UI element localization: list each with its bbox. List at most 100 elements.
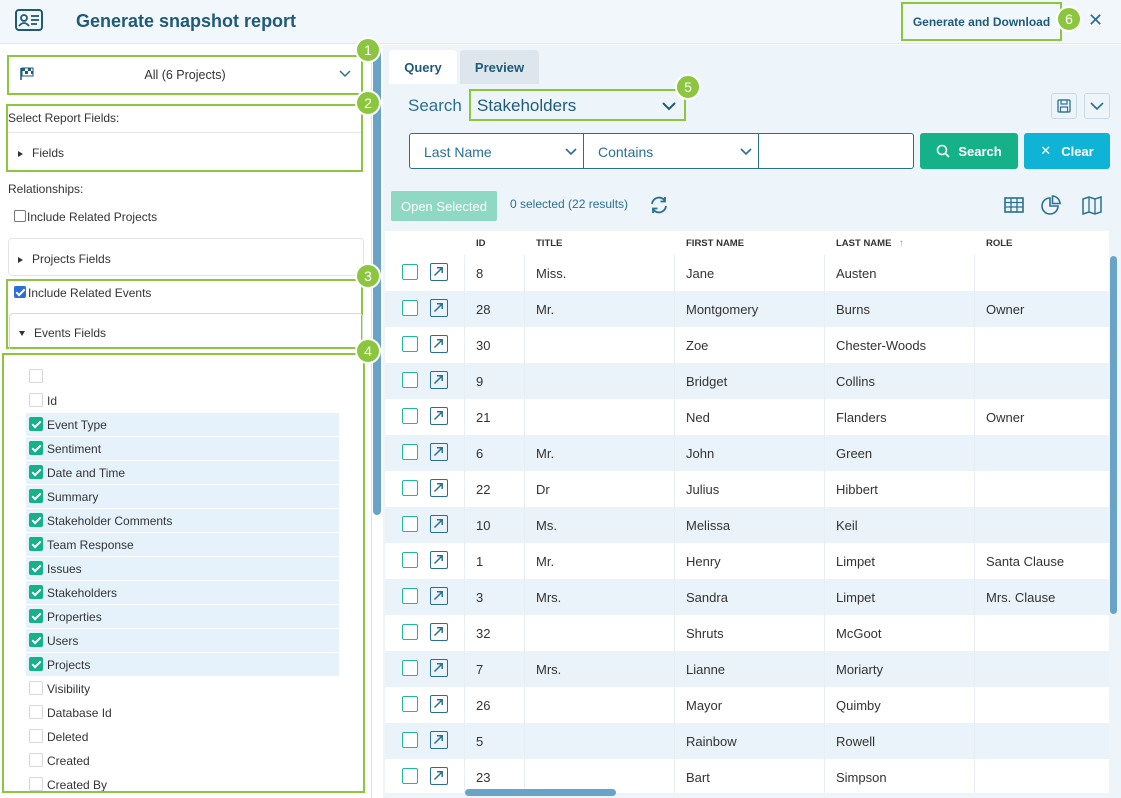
table-horizontal-scrollbar[interactable] <box>465 789 616 796</box>
event-field-item[interactable]: Properties <box>26 605 339 628</box>
event-field-item[interactable]: Deleted <box>26 725 339 748</box>
field-checkbox[interactable] <box>29 705 43 719</box>
field-checkbox[interactable] <box>29 393 43 407</box>
field-checkbox[interactable] <box>29 369 43 383</box>
open-record-icon[interactable] <box>430 407 448 425</box>
field-checkbox[interactable] <box>29 513 43 527</box>
event-field-item[interactable]: Issues <box>26 557 339 580</box>
field-checkbox[interactable] <box>29 465 43 479</box>
row-checkbox[interactable] <box>402 732 418 748</box>
table-row[interactable]: 1 Mr. Henry Limpet Santa Clause <box>385 543 1109 579</box>
column-header-role[interactable]: ROLE <box>986 238 1013 249</box>
field-checkbox[interactable] <box>29 585 43 599</box>
event-field-item[interactable]: Users <box>26 629 339 652</box>
open-record-icon[interactable] <box>430 299 448 317</box>
search-button[interactable]: Search <box>920 133 1018 169</box>
filter-value-input[interactable] <box>758 133 914 169</box>
row-checkbox[interactable] <box>402 480 418 496</box>
fields-accordion[interactable]: Fields <box>18 146 64 160</box>
open-record-icon[interactable] <box>430 695 448 713</box>
event-field-item[interactable]: Team Response <box>26 533 339 556</box>
column-header-title[interactable]: TITLE <box>536 238 563 249</box>
column-header-first-name[interactable]: FIRST NAME <box>686 238 745 249</box>
field-checkbox[interactable] <box>29 537 43 551</box>
event-field-item[interactable]: Database Id <box>26 701 339 724</box>
field-checkbox[interactable] <box>29 753 43 767</box>
event-field-item[interactable]: Projects <box>26 653 339 676</box>
pie-chart-view-icon[interactable] <box>1040 194 1062 216</box>
save-query-button[interactable] <box>1051 93 1077 119</box>
row-checkbox[interactable] <box>402 552 418 568</box>
open-record-icon[interactable] <box>430 659 448 677</box>
event-field-item[interactable]: Event Type <box>26 413 339 436</box>
projects-fields-accordion[interactable]: Projects Fields <box>8 238 364 276</box>
row-checkbox[interactable] <box>402 624 418 640</box>
project-scope-select[interactable]: All (6 Projects) <box>7 55 363 95</box>
table-row[interactable]: 23 Bart Simpson <box>385 759 1109 793</box>
filter-field-select[interactable]: Last Name <box>409 133 584 169</box>
table-row[interactable]: 5 Rainbow Rowell <box>385 723 1109 759</box>
field-checkbox[interactable] <box>29 681 43 695</box>
clear-button[interactable]: ✕ Clear <box>1024 133 1110 169</box>
more-options-button[interactable] <box>1084 93 1110 119</box>
table-row[interactable]: 6 Mr. John Green <box>385 435 1109 471</box>
table-row[interactable]: 3 Mrs. Sandra Limpet Mrs. Clause <box>385 579 1109 615</box>
field-checkbox[interactable] <box>29 417 43 431</box>
table-row[interactable]: 10 Ms. Melissa Keil <box>385 507 1109 543</box>
open-record-icon[interactable] <box>430 443 448 461</box>
event-field-item[interactable]: Visibility <box>26 677 339 700</box>
entity-select[interactable]: Stakeholders <box>469 89 686 121</box>
open-record-icon[interactable] <box>430 587 448 605</box>
row-checkbox[interactable] <box>402 588 418 604</box>
event-field-item[interactable]: Summary <box>26 485 339 508</box>
open-record-icon[interactable] <box>430 551 448 569</box>
open-record-icon[interactable] <box>430 479 448 497</box>
field-checkbox[interactable] <box>29 561 43 575</box>
open-selected-button[interactable]: Open Selected <box>391 191 497 221</box>
table-row[interactable]: 9 Bridget Collins <box>385 363 1109 399</box>
event-field-item[interactable]: Sentiment <box>26 437 339 460</box>
field-checkbox[interactable] <box>29 657 43 671</box>
open-record-icon[interactable] <box>430 767 448 785</box>
events-fields-accordion[interactable]: Events Fields <box>9 313 363 349</box>
field-checkbox[interactable] <box>29 729 43 743</box>
table-row[interactable]: 32 Shruts McGoot <box>385 615 1109 651</box>
row-checkbox[interactable] <box>402 300 418 316</box>
row-checkbox[interactable] <box>402 516 418 532</box>
row-checkbox[interactable] <box>402 336 418 352</box>
table-vertical-scrollbar[interactable] <box>1110 256 1117 614</box>
row-checkbox[interactable] <box>402 768 418 784</box>
row-checkbox[interactable] <box>402 408 418 424</box>
tab-query[interactable]: Query <box>389 50 457 84</box>
field-checkbox[interactable] <box>29 489 43 503</box>
row-checkbox[interactable] <box>402 444 418 460</box>
include-related-projects-checkbox[interactable] <box>14 210 26 222</box>
tab-preview[interactable]: Preview <box>460 50 539 84</box>
event-field-item[interactable]: Created By <box>26 773 339 791</box>
table-view-icon[interactable] <box>1003 194 1025 216</box>
field-checkbox[interactable] <box>29 441 43 455</box>
table-row[interactable]: 21 Ned Flanders Owner <box>385 399 1109 435</box>
event-field-item[interactable]: Stakeholder Comments <box>26 509 339 532</box>
row-checkbox[interactable] <box>402 696 418 712</box>
column-header-id[interactable]: ID <box>476 238 486 249</box>
row-checkbox[interactable] <box>402 264 418 280</box>
table-row[interactable]: 7 Mrs. Lianne Moriarty <box>385 651 1109 687</box>
row-checkbox[interactable] <box>402 372 418 388</box>
open-record-icon[interactable] <box>430 335 448 353</box>
column-header-last-name[interactable]: LAST NAME ↑ <box>836 238 904 249</box>
field-checkbox[interactable] <box>29 777 43 791</box>
event-field-item[interactable]: Stakeholders <box>26 581 339 604</box>
table-row[interactable]: 28 Mr. Montgomery Burns Owner <box>385 291 1109 327</box>
filter-operator-select[interactable]: Contains <box>583 133 759 169</box>
refresh-icon[interactable] <box>648 194 670 216</box>
event-field-item[interactable]: Date and Time <box>26 461 339 484</box>
open-record-icon[interactable] <box>430 263 448 281</box>
event-field-item[interactable]: Created <box>26 749 339 772</box>
open-record-icon[interactable] <box>430 371 448 389</box>
close-icon[interactable]: ✕ <box>1088 10 1104 30</box>
generate-download-button[interactable]: Generate and Download <box>901 2 1062 41</box>
map-view-icon[interactable] <box>1081 194 1103 216</box>
table-row[interactable]: 8 Miss. Jane Austen <box>385 255 1109 291</box>
event-field-item[interactable]: Id <box>26 389 339 412</box>
